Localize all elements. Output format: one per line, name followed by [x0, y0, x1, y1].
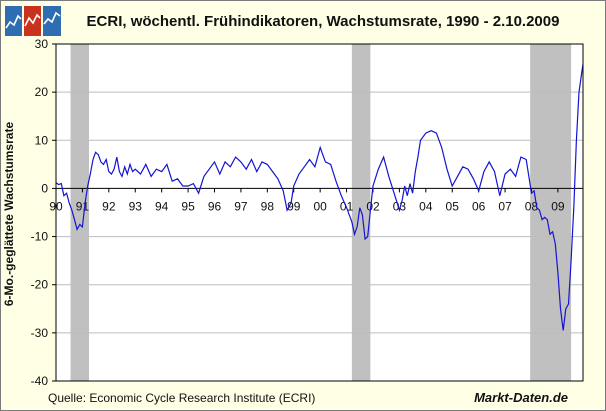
x-tick-label: 04: [419, 199, 433, 213]
y-tick-label: -10: [31, 230, 49, 244]
y-tick-label: 30: [35, 37, 49, 51]
x-tick-label: 92: [102, 199, 116, 213]
x-tick-label: 91: [76, 199, 90, 213]
x-tick-label: 93: [129, 199, 143, 213]
series-line: [55, 64, 584, 331]
y-tick-label: -20: [31, 278, 49, 292]
x-tick-label: 08: [525, 199, 539, 213]
x-tick-label: 05: [446, 199, 460, 213]
x-tick-label: 95: [181, 199, 195, 213]
brand-name: Markt-Daten.de: [474, 390, 568, 405]
y-tick-label: 10: [35, 133, 49, 147]
x-tick-label: 96: [208, 199, 222, 213]
y-tick-label: -40: [31, 374, 49, 388]
source-note: Quelle: Economic Cycle Research Institut…: [48, 391, 316, 405]
x-tick-label: 03: [393, 199, 407, 213]
recession-band: [70, 44, 90, 381]
logo: [5, 6, 61, 36]
y-tick-label: 20: [35, 85, 49, 99]
x-tick-label: 01: [340, 199, 354, 213]
x-tick-label: 09: [551, 199, 565, 213]
plot-border: [55, 43, 584, 382]
plot-background: [56, 44, 583, 381]
x-tick-label: 02: [366, 199, 380, 213]
x-tick-label: 97: [234, 199, 248, 213]
y-tick-label: -30: [31, 326, 49, 340]
x-tick-label: 98: [261, 199, 275, 213]
chart-title: ECRI, wöchentl. Frühindikatoren, Wachstu…: [86, 13, 560, 30]
y-tick-label: 0: [41, 181, 48, 195]
x-tick-label: 94: [155, 199, 169, 213]
x-tick-label: 00: [313, 199, 327, 213]
x-tick-label: 06: [472, 199, 486, 213]
x-tick-label: 07: [498, 199, 512, 213]
